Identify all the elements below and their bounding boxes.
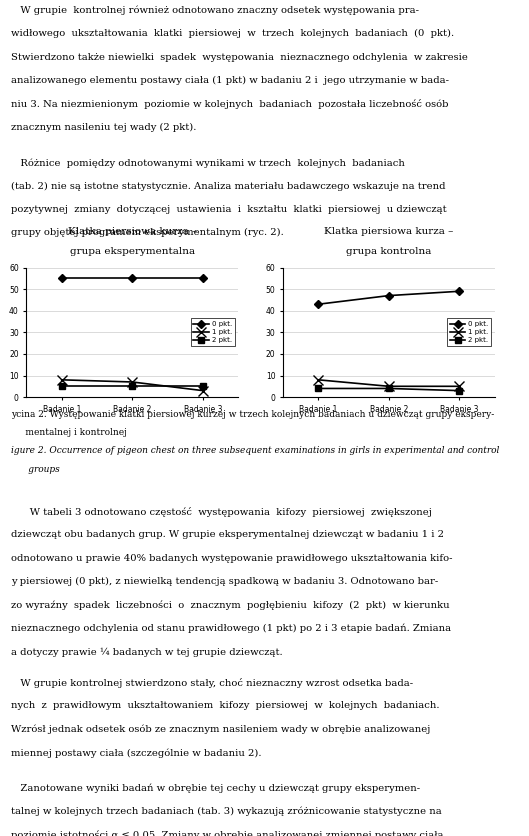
Text: Klatka piersiowa kurza –: Klatka piersiowa kurza – [68,227,197,236]
Text: pozytywnej  zmiany  dotyczącej  ustawienia  i  kształtu  klatki  piersiowej  u d: pozytywnej zmiany dotyczącej ustawienia … [11,205,446,214]
Line: 1 pkt.: 1 pkt. [57,375,208,395]
2 pkt. [456,385,462,395]
Legend: 0 pkt., 1 pkt., 2 pkt.: 0 pkt., 1 pkt., 2 pkt. [448,319,491,346]
2 pkt. [315,384,322,394]
Legend: 0 pkt., 1 pkt., 2 pkt.: 0 pkt., 1 pkt., 2 pkt. [191,319,234,346]
Text: mentalnej i kontrolnej: mentalnej i kontrolnej [11,428,126,437]
2 pkt. [129,381,135,391]
Text: miennej postawy ciała (szczególnie w badaniu 2).: miennej postawy ciała (szczególnie w bad… [11,748,261,757]
1 pkt. [59,375,65,385]
Text: grupa eksperymentalna: grupa eksperymentalna [70,247,195,256]
Text: a dotyczy prawie ¼ badanych w tej grupie dziewcząt.: a dotyczy prawie ¼ badanych w tej grupie… [11,647,282,657]
Text: talnej w kolejnych trzech badaniach (tab. 3) wykazują zróżnicowanie statystyczne: talnej w kolejnych trzech badaniach (tab… [11,807,441,816]
Text: widłowego  ukształtowania  klatki  piersiowej  w  trzech  kolejnych  badaniach  : widłowego ukształtowania klatki piersiow… [11,29,454,38]
Text: grupy objętej programem eksperymentalnym (ryc. 2).: grupy objętej programem eksperymentalnym… [11,228,284,237]
2 pkt. [59,381,65,391]
Text: poziomie istotności α ≤ 0,05. Zmiany w obrębie analizowanej zmiennej postawy cia: poziomie istotności α ≤ 0,05. Zmiany w o… [11,830,443,836]
Line: 2 pkt.: 2 pkt. [315,385,462,394]
0 pkt. [386,291,392,301]
Text: odnotowano u prawie 40% badanych występowanie prawidłowego ukształtowania kifo-: odnotowano u prawie 40% badanych występo… [11,553,452,563]
Text: niu 3. Na niezmienionym  poziomie w kolejnych  badaniach  pozostała liczebność o: niu 3. Na niezmienionym poziomie w kolej… [11,99,448,110]
Text: ycina 2. Występowanie klatki piersiowej kurzej w trzech kolejnych badaniach u dz: ycina 2. Występowanie klatki piersiowej … [11,410,494,419]
0 pkt. [456,286,462,296]
Text: zo wyraźny  spadek  liczebności  o  znacznym  pogłębieniu  kifozy  (2  pkt)  w k: zo wyraźny spadek liczebności o znacznym… [11,600,449,610]
1 pkt. [386,381,392,391]
1 pkt. [456,381,462,391]
Text: y piersiowej (0 pkt), z niewielką tendencją spadkową w badaniu 3. Odnotowano bar: y piersiowej (0 pkt), z niewielką tenden… [11,577,438,586]
Text: groups: groups [11,465,59,474]
0 pkt. [315,299,322,309]
Text: Różnice  pomiędzy odnotowanymi wynikami w trzech  kolejnych  badaniach: Różnice pomiędzy odnotowanymi wynikami w… [11,158,405,167]
Line: 0 pkt.: 0 pkt. [315,288,462,307]
2 pkt. [386,384,392,394]
Line: 0 pkt.: 0 pkt. [59,276,206,281]
Line: 1 pkt.: 1 pkt. [313,375,464,391]
Line: 2 pkt.: 2 pkt. [59,384,206,389]
Text: Zanotowane wyniki badań w obrębie tej cechy u dziewcząt grupy eksperymen-: Zanotowane wyniki badań w obrębie tej ce… [11,783,419,793]
0 pkt. [129,273,135,283]
Text: nych  z  prawidłowym  ukształtowaniem  kifozy  piersiowej  w  kolejnych  badania: nych z prawidłowym ukształtowaniem kifoz… [11,701,439,711]
Text: W tabeli 3 odnotowano częstość  występowania  kifozy  piersiowej  zwiększonej: W tabeli 3 odnotowano częstość występowa… [11,507,432,517]
Text: Klatka piersiowa kurza –: Klatka piersiowa kurza – [324,227,453,236]
1 pkt. [129,377,135,387]
Text: znacznym nasileniu tej wady (2 pkt).: znacznym nasileniu tej wady (2 pkt). [11,123,196,132]
Text: (tab. 2) nie są istotne statystycznie. Analiza materiału badawczego wskazuje na : (tab. 2) nie są istotne statystycznie. A… [11,181,445,191]
Text: W grupie  kontrolnej również odnotowano znaczny odsetek występowania pra-: W grupie kontrolnej również odnotowano z… [11,6,418,15]
1 pkt. [199,385,206,395]
Text: dziewcząt obu badanych grup. W grupie eksperymentalnej dziewcząt w badaniu 1 i 2: dziewcząt obu badanych grup. W grupie ek… [11,530,444,539]
1 pkt. [315,375,322,385]
Text: Stwierdzono także niewielki  spadek  występowania  nieznacznego odchylenia  w za: Stwierdzono także niewielki spadek wystę… [11,53,468,62]
Text: W grupie kontrolnej stwierdzono stały, choć nieznaczny wzrost odsetka bada-: W grupie kontrolnej stwierdzono stały, c… [11,678,413,688]
Text: nieznacznego odchylenia od stanu prawidłowego (1 pkt) po 2 i 3 etapie badań. Zmi: nieznacznego odchylenia od stanu prawidł… [11,624,451,634]
Text: Wzrósł jednak odsetek osób ze znacznym nasileniem wady w obrębie analizowanej: Wzrósł jednak odsetek osób ze znacznym n… [11,725,430,734]
0 pkt. [59,273,65,283]
Text: analizowanego elementu postawy ciała (1 pkt) w badaniu 2 i  jego utrzymanie w ba: analizowanego elementu postawy ciała (1 … [11,76,449,85]
Text: grupa kontrolna: grupa kontrolna [346,247,432,256]
Text: igure 2. Occurrence of pigeon chest on three subsequent examinations in girls in: igure 2. Occurrence of pigeon chest on t… [11,446,499,456]
2 pkt. [199,381,206,391]
0 pkt. [199,273,206,283]
